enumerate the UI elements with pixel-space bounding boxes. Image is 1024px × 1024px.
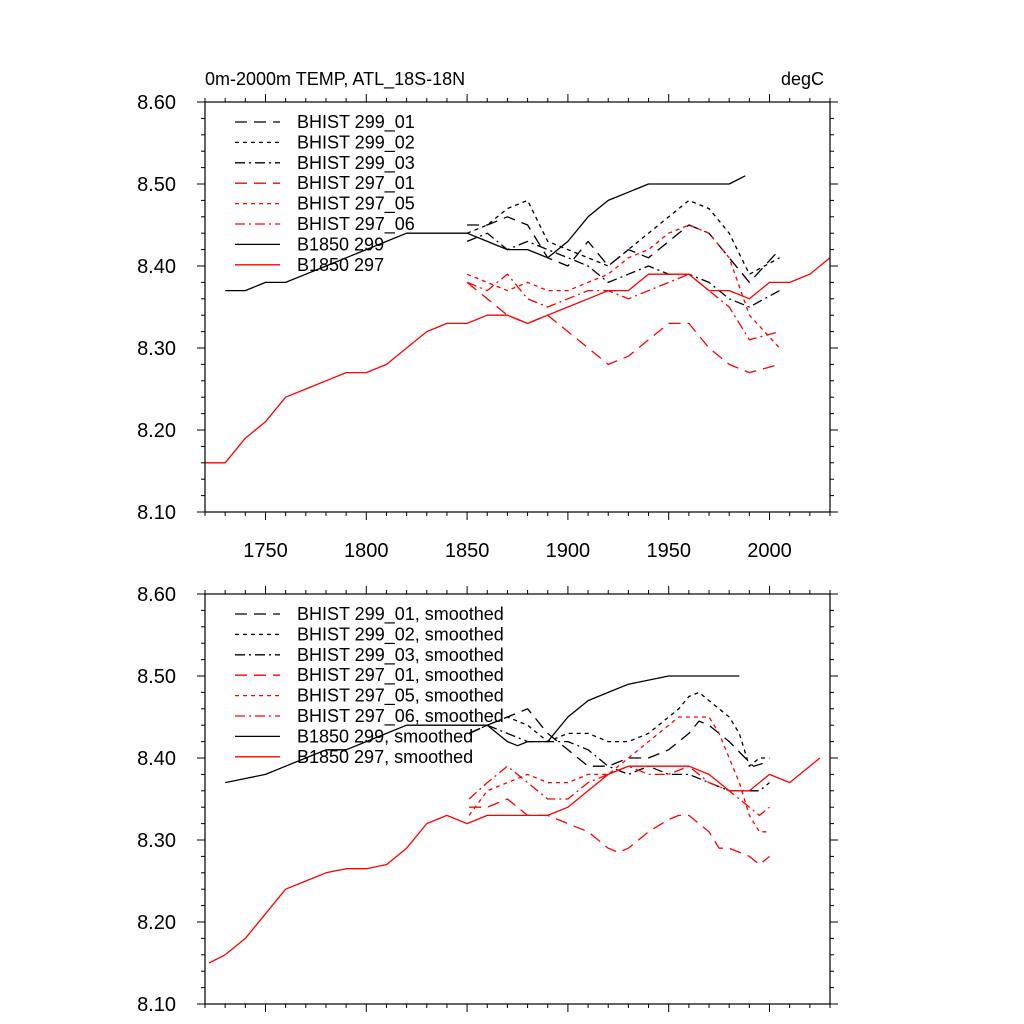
y-tick-label: 8.30 xyxy=(137,338,176,360)
series-line-b1850-299-smoothed xyxy=(225,675,740,784)
legend-label-bhist-299-02: BHIST 299_02 xyxy=(297,132,415,153)
x-tick-label: 2000 xyxy=(747,540,792,562)
y-tick-label: 8.60 xyxy=(137,584,176,606)
series-line-b1850-297-smoothed xyxy=(208,757,821,964)
y-tick-label: 8.20 xyxy=(137,912,176,934)
legend-label-bhist-299-03: BHIST 299_03 xyxy=(297,153,415,174)
series-line-bhist-297-05-smoothed xyxy=(468,716,770,833)
y-tick-label: 8.10 xyxy=(137,502,176,524)
legend-label-bhist-297-01-smoothed: BHIST 297_01, smoothed xyxy=(297,665,504,686)
legend-label-b1850-297-smoothed: B1850 297, smoothed xyxy=(297,747,473,767)
top-panel: 8.10 8.20 8.30 8.40 8.50 8.60 1750 1800 1850 1900… xyxy=(137,69,838,562)
plot-frame xyxy=(204,101,831,513)
y-tick-label: 8.50 xyxy=(137,666,176,688)
legend-label-bhist-297-01: BHIST 297_01 xyxy=(297,173,415,194)
legend-label-bhist-297-05-smoothed: BHIST 297_05, smoothed xyxy=(297,686,504,707)
series-line-bhist-299-02-smoothed xyxy=(468,691,770,767)
legend-label-b1850-299: B1850 299 xyxy=(297,234,384,254)
plot-frame xyxy=(204,593,831,1005)
x-tick-label: 1900 xyxy=(546,540,591,562)
legend-label-bhist-297-06-smoothed: BHIST 297_06, smoothed xyxy=(297,706,504,727)
series-line-bhist-299-02 xyxy=(466,199,780,275)
series-line-bhist-297-01-smoothed xyxy=(469,798,770,866)
y-tick-label: 8.10 xyxy=(137,994,176,1016)
legend-label-bhist-299-01-smoothed: BHIST 299_01, smoothed xyxy=(297,604,504,625)
chart-title: 0m-2000m TEMP, ATL_18S-18N xyxy=(205,69,465,90)
legend-label-b1850-299-smoothed: B1850 299, smoothed xyxy=(297,726,473,746)
x-tick-label: 1850 xyxy=(445,540,490,562)
series-line-b1850-297 xyxy=(205,257,831,464)
y-tick-label: 8.20 xyxy=(137,420,176,442)
series-line-bhist-297-05 xyxy=(466,224,781,349)
legend-label-bhist-299-03-smoothed: BHIST 299_03, smoothed xyxy=(297,645,504,666)
series-line-bhist-297-06 xyxy=(466,273,780,341)
y-tick-label: 8.50 xyxy=(137,174,176,196)
legend-label-bhist-299-02-smoothed: BHIST 299_02, smoothed xyxy=(297,624,504,645)
y-tick-label: 8.30 xyxy=(137,830,176,852)
units-label: degC xyxy=(781,69,824,89)
series-line-bhist-299-01-smoothed xyxy=(468,708,768,767)
x-tick-label: 1950 xyxy=(646,540,691,562)
legend-label-bhist-297-06: BHIST 297_06 xyxy=(297,214,415,235)
y-tick-label: 8.60 xyxy=(137,92,176,114)
legend-label-b1850-297: B1850 297 xyxy=(297,255,384,275)
x-tick-label: 1800 xyxy=(344,540,389,562)
legend-label-bhist-297-05: BHIST 297_05 xyxy=(297,194,415,215)
y-tick-label: 8.40 xyxy=(137,748,176,770)
series-line-b1850-299 xyxy=(225,175,746,292)
legend-label-bhist-299-01: BHIST 299_01 xyxy=(297,112,415,133)
y-tick-label: 8.40 xyxy=(137,256,176,278)
x-tick-label: 1750 xyxy=(243,540,288,562)
series-line-bhist-297-06-smoothed xyxy=(468,765,770,817)
bottom-panel: 8.10 8.20 8.30 8.40 8.50 8.60 BHIST 299_01, sm… xyxy=(137,584,838,1016)
